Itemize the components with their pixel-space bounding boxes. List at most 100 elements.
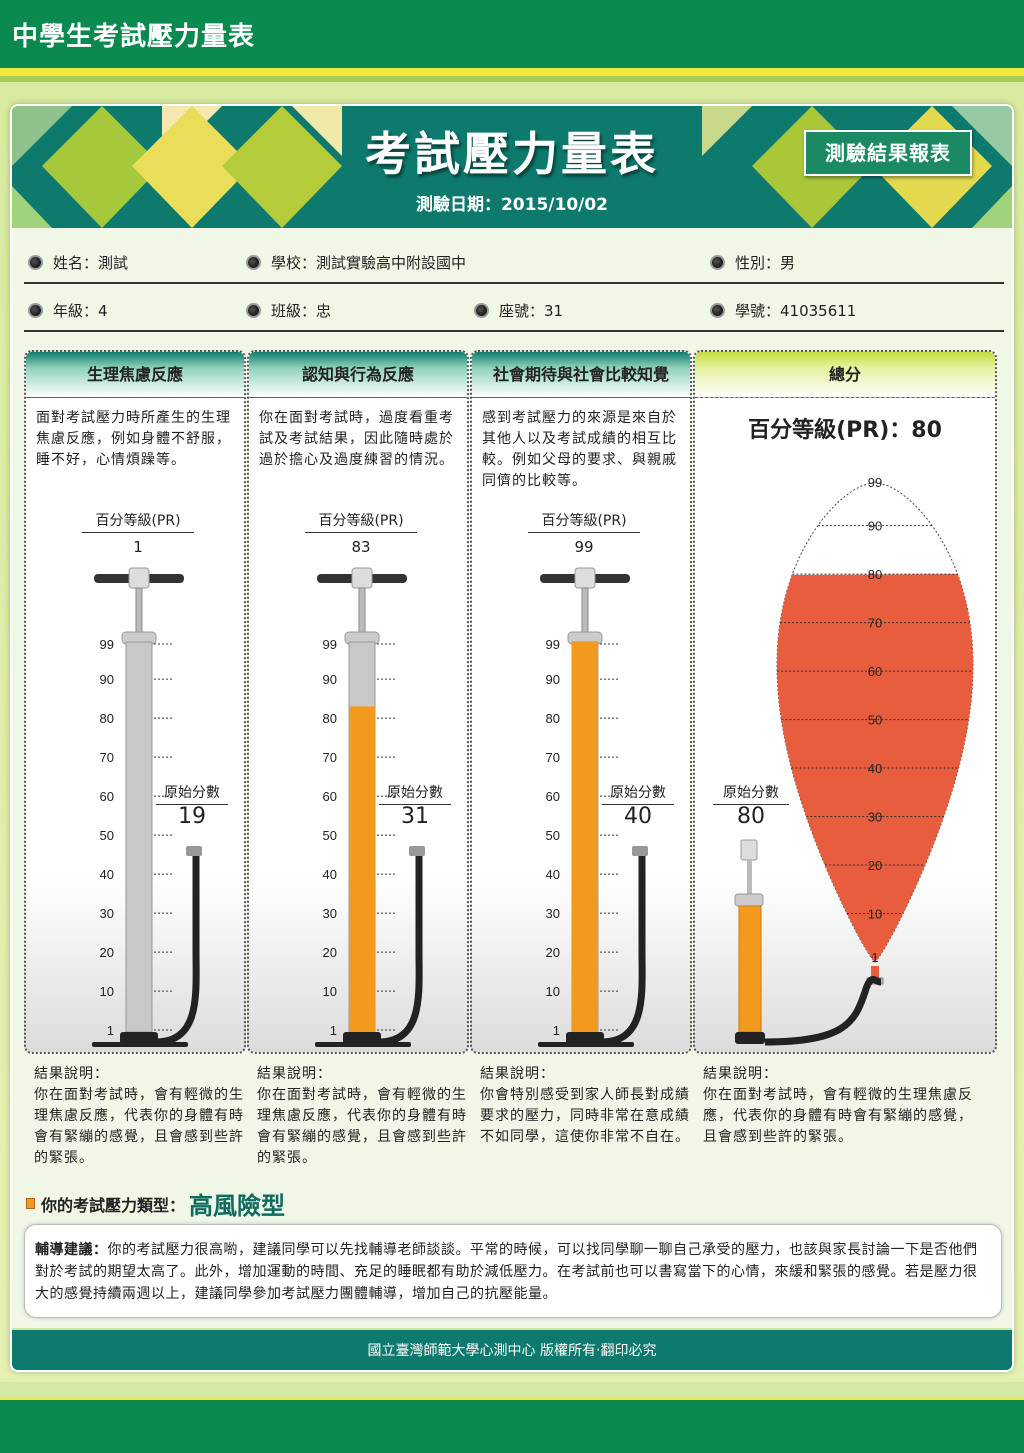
scale-tick-label: 1	[553, 1023, 560, 1038]
result-social: 結果說明： 你會特別感受到家人師長對成績要求的壓力，同時非常在意成績不如同學，這…	[480, 1064, 690, 1148]
result-title: 結果說明：	[257, 1066, 332, 1082]
scale-tick-label: 40	[100, 867, 114, 882]
pump-rod	[135, 587, 143, 633]
small-pump-tube	[738, 905, 762, 1033]
scale-tick-label: 99	[323, 637, 337, 652]
raw-score-label: 原始分數	[379, 782, 451, 805]
pump-fill	[349, 706, 375, 1032]
panel-title: 生理焦慮反應	[26, 352, 244, 398]
balloon-tick-label: 40	[868, 761, 882, 776]
name-value: 姓名：測試	[53, 254, 129, 272]
small-pump-hose	[764, 976, 882, 1046]
result-total: 結果說明： 你在面對考試時，會有輕微的生理焦慮反應，代表你的身體有時會有緊繃的感…	[703, 1064, 983, 1148]
scale-tick-label: 60	[323, 789, 337, 804]
advice-text: 你的考試壓力很高喲，建議同學可以先找輔導老師談談。平常的時候，可以找同學聊一聊自…	[35, 1242, 978, 1302]
scale-tick-label: 30	[323, 906, 337, 921]
scale-tick-label: 80	[100, 711, 114, 726]
balloon-tick-label: 1	[871, 950, 878, 965]
raw-score-value: 40	[624, 804, 652, 829]
grade-field: 年級：4	[28, 300, 108, 321]
panel-title: 社會期待與社會比較知覺	[472, 352, 690, 398]
small-pump-cap	[734, 893, 764, 907]
scale-tick-label: 60	[100, 789, 114, 804]
advice-box: 輔導建議：你的考試壓力很高喲，建議同學可以先找輔導老師談談。平常的時候，可以找同…	[24, 1224, 1002, 1318]
scale-tick-label: 40	[546, 867, 560, 882]
pump-hose	[601, 852, 646, 1046]
panel-title: 總分	[695, 352, 995, 398]
balloon-valve	[871, 966, 879, 978]
pr-label: 百分等級(PR)	[528, 510, 640, 533]
result-text: 你在面對考試時，會有輕微的生理焦慮反應，代表你的身體有時會有緊繃的感覺，且會感到…	[257, 1087, 467, 1166]
scale-tick-label: 99	[546, 637, 560, 652]
scale-tick-label: 1	[107, 1023, 114, 1038]
scale-tick-label: 90	[546, 672, 560, 687]
balloon-gauge: 99 90 80 70 60 50 40 30 20 10 1	[734, 475, 974, 1046]
report-banner: 考試壓力量表 測驗日期：2015/10/02 測驗結果報表	[12, 106, 1012, 228]
school-field: 學校：測試實驗高中附設國中	[246, 252, 466, 273]
student-id-field: 學號：41035611	[710, 300, 856, 321]
pump-gauge: 99 90 80 70 60 50 40 30 20 10 1	[538, 567, 648, 1047]
class-field: 班級：忠	[246, 300, 331, 321]
small-pump-base	[735, 1032, 765, 1044]
result-title: 結果說明：	[34, 1066, 109, 1082]
seat-field: 座號：31	[474, 300, 563, 321]
panel-title: 認知與行為反應	[249, 352, 467, 398]
scale-tick-label: 20	[546, 945, 560, 960]
scale-tick-label: 60	[546, 789, 560, 804]
raw-score-label: 原始分數	[602, 782, 674, 805]
result-title: 結果說明：	[480, 1066, 555, 1082]
scale-tick-label: 70	[100, 750, 114, 765]
bullet-icon	[710, 255, 725, 270]
scale-tick-label: 50	[546, 828, 560, 843]
scale-tick-label: 10	[546, 984, 560, 999]
advice-label: 輔導建議：	[35, 1242, 108, 1258]
page-bottom-bar	[0, 1397, 1024, 1453]
pump-rod	[581, 587, 589, 633]
balloon-tick-label: 90	[868, 519, 882, 534]
scale-tick-label: 50	[323, 828, 337, 843]
scale-tick-label: 70	[323, 750, 337, 765]
scale-tick-label: 10	[100, 984, 114, 999]
scale-tick-label: 50	[100, 828, 114, 843]
test-date: 測驗日期：2015/10/02	[415, 195, 609, 215]
result-physiological: 結果說明： 你在面對考試時，會有輕微的生理焦慮反應，代表你的身體有時會有緊繃的感…	[34, 1064, 244, 1169]
pump-nozzle	[409, 846, 425, 856]
header-stripe-yellow	[0, 68, 1024, 76]
result-title: 結果說明：	[703, 1066, 778, 1082]
panel-description: 面對考試壓力時所產生的生理焦慮反應，例如身體不舒服，睡不好，心情煩躁等。	[36, 410, 231, 468]
grade-value: 年級：4	[53, 302, 108, 320]
header-stripe-green	[0, 76, 1024, 82]
result-text: 你在面對考試時，會有輕微的生理焦慮反應，代表你的身體有時會有緊繃的感覺，且會感到…	[703, 1087, 973, 1145]
stress-type: 你的考試壓力類型： 高風險型	[26, 1186, 285, 1221]
pump-base	[343, 1032, 381, 1044]
bullet-icon	[474, 303, 489, 318]
result-cognitive: 結果說明： 你在面對考試時，會有輕微的生理焦慮反應，代表你的身體有時會有緊繃的感…	[257, 1064, 467, 1169]
scale-tick-label: 99	[100, 637, 114, 652]
scale-tick-label: 40	[323, 867, 337, 882]
panel-physiological: 生理焦慮反應 面對考試壓力時所產生的生理焦慮反應，例如身體不舒服，睡不好，心情煩…	[24, 350, 246, 1054]
school-value: 學校：測試實驗高中附設國中	[271, 254, 467, 272]
pump-nozzle	[632, 846, 648, 856]
panel-total: 總分 百分等級(PR)：80 99 90 80 70 60 50 40 30 20 10 1 原始分…	[693, 350, 997, 1054]
seat-value: 座號：31	[499, 302, 564, 320]
raw-score-value: 19	[178, 804, 206, 829]
scale-tick-label: 10	[323, 984, 337, 999]
result-report-button[interactable]: 測驗結果報表	[804, 130, 972, 176]
scale-tick-label: 80	[323, 711, 337, 726]
pump-fill	[572, 642, 598, 1032]
pump-handle-grip	[128, 567, 150, 589]
bullet-icon	[28, 303, 43, 318]
scale-tick-label: 80	[546, 711, 560, 726]
result-text: 你在面對考試時，會有輕微的生理焦慮反應，代表你的身體有時會有緊繃的感覺，且會感到…	[34, 1087, 244, 1166]
pr-label: 百分等級(PR)	[305, 510, 417, 533]
raw-score-value: 80	[737, 804, 765, 829]
balloon-tick-label: 70	[868, 616, 882, 631]
pump-foot	[315, 1042, 411, 1047]
info-row-1: 姓名：測試 學校：測試實驗高中附設國中 性別：男	[24, 240, 1004, 284]
scale-tick-label: 30	[100, 906, 114, 921]
total-pr-text: 百分等級(PR)：80	[748, 418, 942, 443]
bullet-square-icon	[26, 1198, 35, 1209]
bullet-icon	[710, 303, 725, 318]
pump-gauge: 99 90 80 70 60 50 40 30 20 10 1	[92, 567, 202, 1047]
balloon-tick-label: 10	[868, 907, 882, 922]
